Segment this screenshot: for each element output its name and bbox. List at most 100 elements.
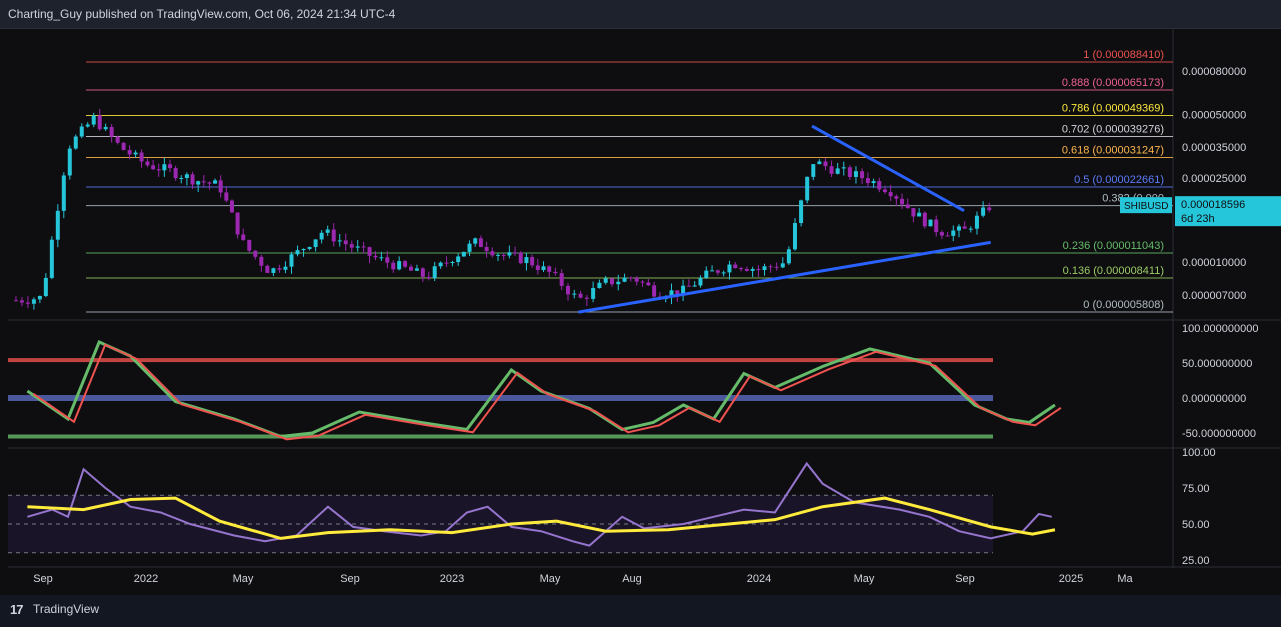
open-label: O: [145, 35, 154, 47]
candle-body: [420, 268, 425, 277]
candle-body: [55, 210, 60, 240]
candle-body: [313, 239, 318, 248]
rsi-axis-tick: 25.00: [1182, 555, 1210, 567]
candle-body: [622, 277, 627, 282]
candle-body: [535, 265, 540, 270]
candle-body: [391, 262, 396, 270]
candle-body: [974, 215, 979, 229]
candle-body: [530, 257, 535, 266]
candle-body: [456, 256, 461, 263]
time-axis-tick: May: [540, 573, 561, 585]
rsi-axis-tick: 100.00: [1182, 447, 1216, 459]
candle-body: [968, 228, 973, 230]
trendline-lower: [578, 240, 991, 314]
rsi-axis-tick: 75.00: [1182, 483, 1210, 495]
candle-body: [692, 285, 697, 287]
candle-body: [541, 266, 546, 270]
candle-body: [271, 268, 276, 273]
candle-body: [756, 269, 761, 271]
candle-body: [224, 192, 229, 201]
candle-body: [939, 232, 944, 236]
candle-body: [49, 239, 54, 278]
fib-level-label: 0 (0.000005808): [1083, 299, 1164, 311]
candle-body: [103, 126, 108, 130]
candle-body: [156, 169, 161, 171]
osc-upper-band: [8, 358, 993, 363]
candle-body: [780, 263, 785, 268]
candle-body: [109, 126, 114, 137]
candle-body: [721, 272, 726, 274]
candle-body: [495, 254, 500, 256]
candle-body: [762, 266, 767, 271]
time-axis-tick: Aug: [622, 573, 642, 585]
osc-axis-tick: 100.000000000: [1182, 323, 1258, 335]
candle-body: [805, 176, 810, 201]
candle-body: [283, 266, 288, 270]
candle-body: [799, 200, 804, 224]
candle-body: [501, 254, 506, 256]
candle-body: [247, 239, 252, 251]
candle-body: [981, 207, 986, 216]
rsi-ma-line: [27, 496, 1056, 540]
candle-body: [572, 293, 577, 295]
price-axis-tick: 0.000025000: [1182, 173, 1246, 185]
candle-body: [218, 180, 223, 193]
osc-axis-tick: 0.000000000: [1182, 393, 1246, 405]
candle-body: [253, 250, 258, 257]
candle-body: [922, 212, 927, 227]
candle-body: [115, 136, 120, 143]
candle-body: [444, 262, 449, 264]
candle-body: [945, 235, 950, 237]
time-axis-tick: 2024: [747, 573, 771, 585]
candle-body: [127, 150, 132, 155]
candle-body: [361, 246, 366, 248]
time-axis-tick: 2023: [440, 573, 464, 585]
tradingview-logo-icon[interactable]: 17: [10, 602, 24, 617]
brand-name[interactable]: TradingView: [33, 602, 100, 616]
time-axis-tick: 2022: [134, 573, 158, 585]
price-tag-countdown: 6d 23h: [1181, 213, 1215, 225]
candle-body: [196, 181, 201, 185]
symbol-tag-bg: [1120, 197, 1172, 214]
candle-body: [151, 165, 156, 170]
fib-level-label: 1 (0.000088410): [1083, 49, 1164, 61]
candle-body: [73, 136, 78, 149]
candle-body: [121, 142, 126, 151]
price-axis-tick: 0.000080000: [1182, 66, 1246, 78]
candle-body: [744, 268, 749, 271]
candle-body: [25, 302, 30, 304]
currency-button[interactable]: USD: [1178, 33, 1267, 57]
candle-body: [928, 219, 933, 227]
candle-body: [894, 196, 899, 199]
osc-axis-tick: -50.000000000: [1182, 428, 1256, 440]
candle-body: [553, 271, 558, 274]
candle-body: [79, 126, 84, 137]
candle-body: [319, 232, 324, 240]
candle-body: [379, 257, 384, 259]
fib-level-label: 0.136 (0.000008411): [1063, 265, 1164, 277]
candle-body: [184, 174, 189, 179]
candle-body: [905, 204, 910, 209]
candle-body: [414, 268, 419, 271]
publisher-bar: Charting_Guy published on TradingView.co…: [0, 0, 1281, 29]
candle-body: [201, 181, 206, 183]
candle-body: [467, 243, 472, 252]
candle-body: [584, 297, 589, 299]
candle-body: [331, 229, 336, 242]
candle-body: [565, 285, 570, 295]
candle-body: [882, 189, 887, 193]
candle-body: [31, 299, 36, 304]
candle-body: [207, 182, 212, 184]
candle-body: [478, 238, 483, 247]
candle-body: [265, 265, 270, 273]
candle-body: [490, 251, 495, 256]
close-value: 0.000018596: [396, 35, 461, 47]
candle-body: [67, 148, 72, 176]
time-axis-tick: Sep: [955, 573, 975, 585]
trendline-upper: [811, 124, 965, 213]
osc-wave-line: [26, 339, 1056, 439]
candle-body: [259, 256, 264, 266]
time-axis-tick: Sep: [340, 573, 360, 585]
candle-body: [518, 252, 523, 264]
